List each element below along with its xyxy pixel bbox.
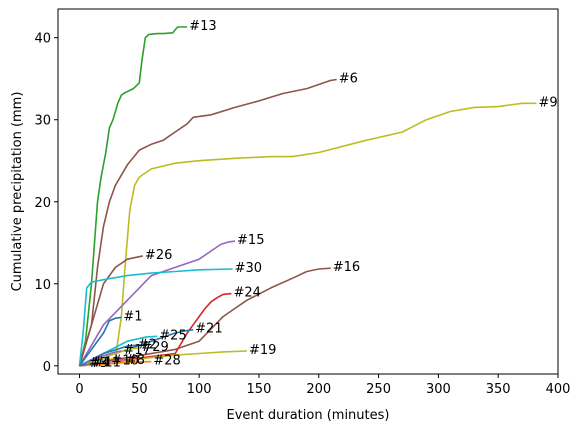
x-tick-label: 50	[131, 382, 148, 397]
y-tick-label: 10	[34, 278, 51, 293]
series-label: #2	[138, 337, 157, 352]
y-axis-label: Cumulative precipitation (mm)	[10, 92, 25, 292]
x-tick-label: 100	[187, 382, 212, 397]
series-labels: #13#6#9#15#26#30 #16#24#1#21#25#2#29#17 #1…	[89, 19, 558, 371]
x-axis: 0 50 100 150 200 250 300 350 400	[75, 374, 570, 397]
y-tick-label: 20	[34, 196, 51, 211]
series-line-n28	[79, 360, 152, 367]
plot-frame	[57, 8, 559, 375]
series-line-n3	[79, 363, 87, 367]
series-label: #15	[237, 233, 264, 248]
series-line-n1	[78, 316, 122, 367]
series-label: #21	[195, 322, 222, 337]
series-label: #9	[538, 95, 557, 110]
series-line-n9	[79, 102, 537, 367]
series-label: #10	[111, 354, 138, 369]
series-label: #28	[153, 354, 180, 369]
y-axis: 0 10 20 30 40	[34, 32, 58, 375]
series-line-n30	[78, 268, 233, 366]
series-label: #24	[233, 286, 260, 301]
x-tick-label: 250	[366, 382, 391, 397]
x-tick-label: 350	[486, 382, 511, 397]
x-tick-label: 150	[247, 382, 272, 397]
series-line-n15	[78, 240, 236, 367]
series-label: #4	[91, 355, 110, 370]
series-label: #6	[339, 72, 358, 87]
series-line-n16	[79, 267, 331, 367]
series-label: #29	[141, 340, 168, 355]
series-label: #3	[89, 356, 108, 371]
series-line-n13	[78, 26, 188, 366]
series-line-n29	[79, 347, 140, 367]
x-tick-label: 200	[306, 382, 331, 397]
y-tick-label: 0	[43, 360, 51, 375]
series-line-n6	[78, 78, 337, 367]
series-line-n26	[78, 255, 144, 367]
x-tick-label: 300	[426, 382, 451, 397]
series-label: #16	[333, 260, 360, 275]
plot-lines	[78, 26, 537, 367]
series-label: #13	[189, 19, 216, 34]
series-label: #30	[235, 261, 262, 276]
x-tick-label: 400	[546, 382, 571, 397]
y-tick-label: 30	[34, 114, 51, 129]
series-label: #1	[123, 309, 142, 324]
x-tick-label: 0	[75, 382, 83, 397]
series-label: #17	[123, 343, 150, 358]
series-label: #19	[249, 343, 276, 358]
series-line-n24	[79, 292, 232, 367]
series-label: #11	[93, 355, 120, 370]
x-axis-label: Event duration (minutes)	[227, 408, 390, 423]
series-line-n17	[79, 350, 122, 367]
series-label: #8	[126, 353, 145, 368]
series-label: #26	[145, 248, 172, 263]
series-label: #25	[159, 328, 186, 343]
y-tick-label: 40	[34, 32, 51, 47]
